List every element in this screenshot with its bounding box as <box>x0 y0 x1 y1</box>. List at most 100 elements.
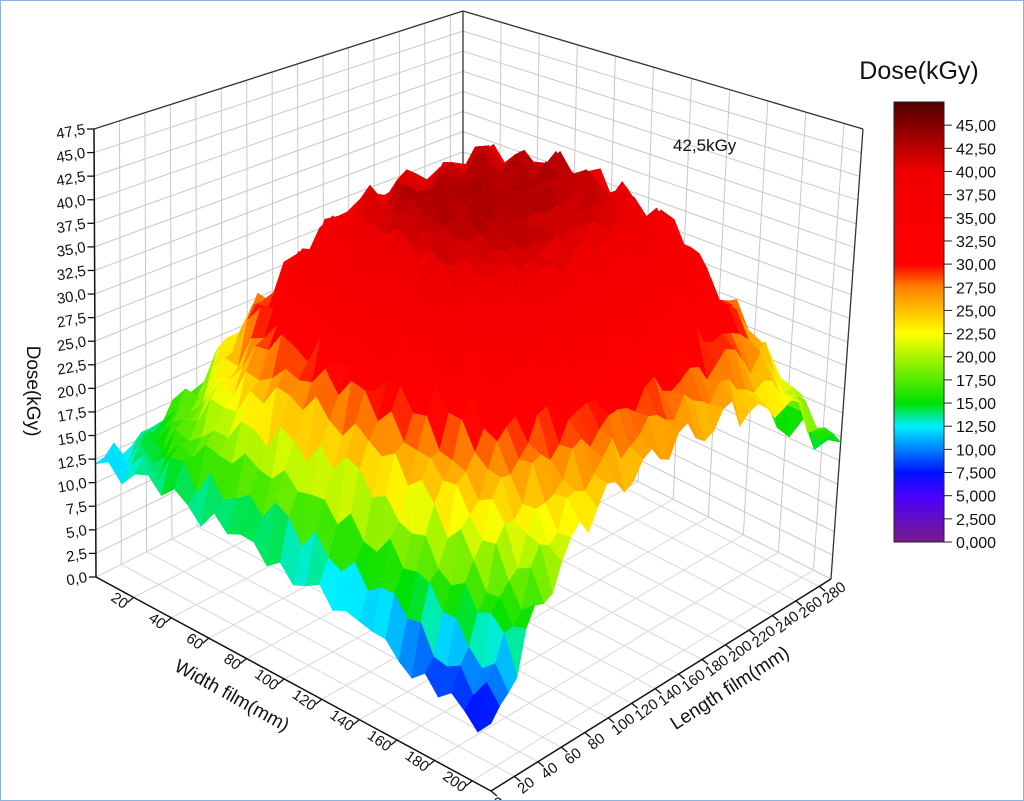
floor-gridline <box>434 552 779 761</box>
z-tick-label: 32,5 <box>55 263 87 285</box>
x-tick-label: 200 <box>439 768 469 796</box>
x-tick-label: 40 <box>145 610 168 633</box>
box-edge <box>93 10 464 130</box>
z-axis-title: Dose(kGy) <box>22 346 43 437</box>
y-tick-label: 60 <box>561 745 585 769</box>
colorbar-tick-label: 10,00 <box>956 442 996 459</box>
x-tick <box>277 678 285 685</box>
z-tick-label: 37,5 <box>55 215 87 237</box>
wall-gridline <box>462 70 859 201</box>
colorbar-tick-label: 27,50 <box>956 280 996 297</box>
x-tick <box>352 719 360 726</box>
z-tick-label: 2,5 <box>65 546 88 566</box>
y-tick-label: 80 <box>585 730 609 754</box>
floor-gridline <box>359 516 709 721</box>
x-tick-label: 20 <box>108 589 131 612</box>
y-tick <box>678 673 686 680</box>
surface <box>95 143 842 733</box>
y-tick <box>771 615 779 622</box>
z-tick-label: 42,5 <box>55 168 87 190</box>
wall-gridline <box>94 90 464 224</box>
colorbar-tick-label: 20,00 <box>956 350 996 367</box>
floor-gridline <box>396 534 744 741</box>
box-edge <box>462 10 864 130</box>
z-tick-label: 47,5 <box>55 121 87 143</box>
wall-gridline <box>462 50 860 177</box>
x-tick <box>428 759 435 766</box>
x-tick <box>390 739 398 746</box>
z-tick-label: 40,0 <box>55 192 87 214</box>
annotation-label: 42,5kGy <box>673 136 737 155</box>
y-tick-label: 40 <box>538 759 562 783</box>
colorbar-tick-label: 22,50 <box>956 327 996 344</box>
z-tick-label: 15,0 <box>56 428 88 450</box>
wall-gridline <box>742 100 769 535</box>
z-axis-line <box>93 128 97 578</box>
x-tick <box>164 617 172 624</box>
z-tick-label: 10,0 <box>56 475 88 497</box>
x-axis-line <box>95 576 492 792</box>
z-tick-label: 12,5 <box>56 451 88 473</box>
y-axis-line <box>490 578 832 792</box>
wall-gridline <box>94 50 464 177</box>
colorbar-tick-label: 30,00 <box>956 257 996 274</box>
x-tick-label: 180 <box>402 747 432 775</box>
colorbar-tick-label: 5,000 <box>956 489 996 506</box>
floor-gridline <box>121 563 515 777</box>
colorbar-tick-label: 7,500 <box>956 466 996 483</box>
z-tick-label: 0,0 <box>65 569 88 589</box>
x-tick-label: 140 <box>327 707 357 735</box>
colorbar-tick-label: 0,000 <box>956 535 996 552</box>
wall-gridline <box>93 30 464 154</box>
y-tick <box>748 629 756 636</box>
y-tick-label: 20 <box>514 774 538 798</box>
wall-gridline <box>462 90 857 225</box>
x-tick <box>240 658 247 665</box>
x-tick <box>202 637 210 644</box>
wall-gridline <box>812 123 845 571</box>
x-tick-label: 160 <box>364 727 394 755</box>
y-tick <box>584 732 592 739</box>
wall-gridline <box>94 70 464 201</box>
x-tick-label: 100 <box>251 666 281 694</box>
colorbar-tick-label: 45,00 <box>956 118 996 135</box>
y-tick <box>607 717 615 724</box>
colorbar-tick-label: 32,50 <box>956 234 996 251</box>
colorbar <box>893 101 945 543</box>
colorbar-tick-label: 35,00 <box>956 211 996 228</box>
x-tick <box>127 596 135 603</box>
colorbar-tick-label: 12,50 <box>956 419 996 436</box>
colorbar-tick-label: 42,50 <box>956 141 996 158</box>
y-tick <box>654 688 662 695</box>
floor-gridline <box>471 569 814 782</box>
z-tick-label: 27,5 <box>56 310 88 332</box>
wall-gridline <box>94 111 464 248</box>
colorbar-tick-label: 15,00 <box>956 396 996 413</box>
x-tick-label: 120 <box>289 686 319 714</box>
z-tick-label: 5,0 <box>65 522 88 542</box>
wall-gridline <box>777 112 807 553</box>
y-tick <box>560 746 568 753</box>
z-tick-label: 20,0 <box>56 380 88 402</box>
colorbar-ticks: 0,000 2,500 5,000 7,500 10,00 12,50 15,00 17,50… <box>944 118 996 552</box>
wall-gridline <box>118 120 122 565</box>
z-tick-label: 35,0 <box>55 239 87 261</box>
z-tick-label: 25,0 <box>56 333 88 355</box>
z-tick-label: 7,5 <box>65 498 88 518</box>
colorbar-tick-label: 2,500 <box>956 512 996 529</box>
z-tick-label: 22,5 <box>56 357 88 379</box>
y-tick <box>537 761 545 768</box>
x-tick-label: 80 <box>221 650 244 673</box>
wall-gridline <box>462 111 855 248</box>
colorbar-title: Dose(kGy) <box>859 57 978 85</box>
z-tick-label: 17,5 <box>56 404 88 426</box>
wall-gridline <box>94 131 464 271</box>
z-tick-label: 45,0 <box>55 145 87 167</box>
x-tick-label: 60 <box>183 630 206 653</box>
wall-gridline <box>144 112 148 552</box>
floor-gridline <box>146 551 539 763</box>
y-tick <box>701 658 709 665</box>
colorbar-tick-label: 17,50 <box>956 373 996 390</box>
